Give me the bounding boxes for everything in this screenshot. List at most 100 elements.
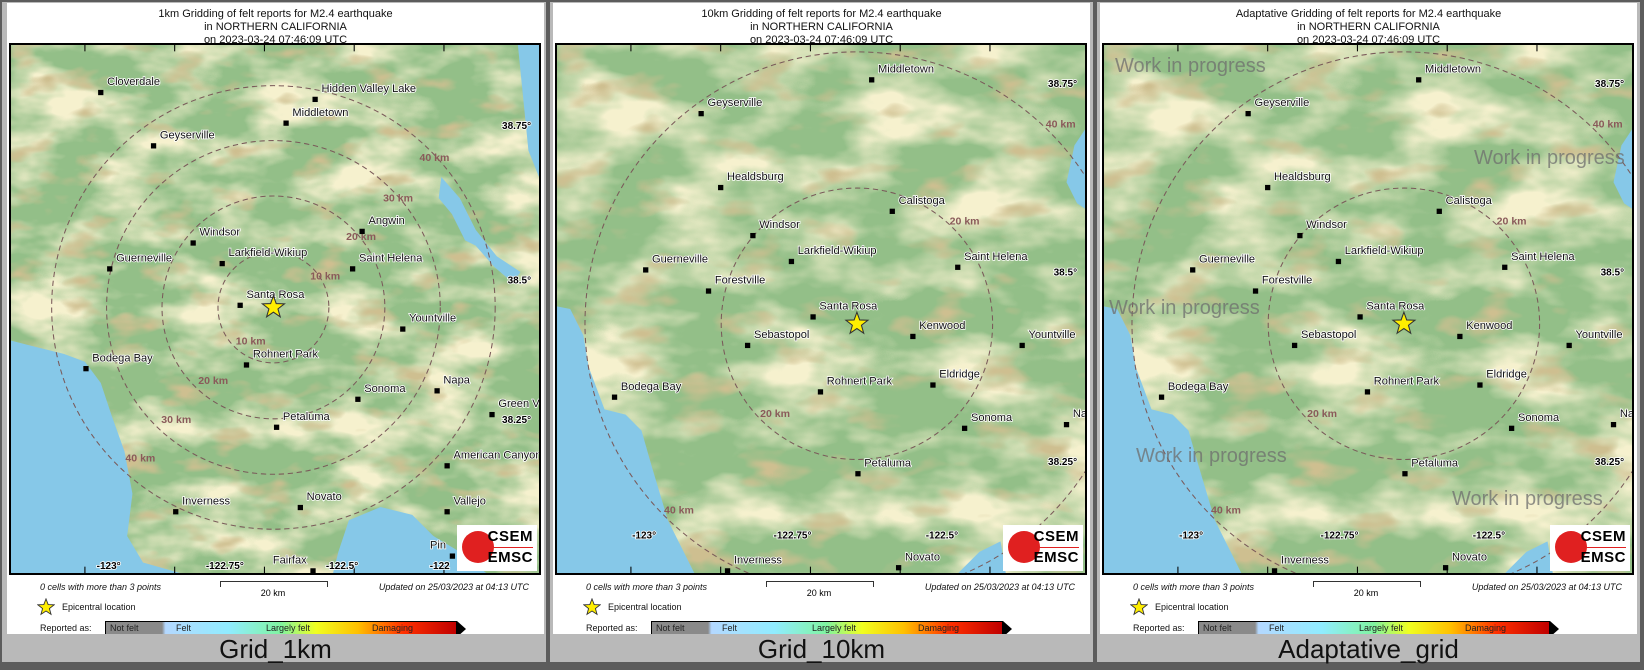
- logo-text-csem: CSEM: [1580, 528, 1626, 545]
- town-label: Bodega Bay: [1168, 381, 1229, 393]
- distance-circle: [1131, 51, 1632, 573]
- town-label: Healdsburg: [727, 171, 784, 183]
- epicenter-star-icon[interactable]: [260, 294, 286, 319]
- town-label: Santa Rosa: [246, 289, 305, 301]
- panel-caption: Grid_1km: [219, 634, 332, 664]
- distance-label: 20 km: [1307, 408, 1337, 420]
- town-label: Kenwood: [1466, 320, 1512, 332]
- town-dot: [1265, 184, 1271, 191]
- colorbar-arrow-icon: [1550, 621, 1559, 634]
- town-marker: Windsor: [190, 226, 241, 246]
- town-marker: Yountville: [1566, 328, 1623, 349]
- town-dot: [910, 333, 916, 340]
- town-dot: [1291, 342, 1298, 349]
- epicenter-star-icon[interactable]: [844, 310, 870, 335]
- water-body: [333, 507, 487, 573]
- colorbar-label: Felt: [1269, 623, 1285, 633]
- town-marker: Bodega Bay: [1158, 380, 1230, 400]
- epicenter-legend-star-icon: [1129, 597, 1149, 616]
- map-view[interactable]: 20 km 20 km 40 km 40 km Middletown Geyservill…: [1102, 43, 1634, 575]
- town-dot: [930, 382, 936, 388]
- distance-label: 40 km: [420, 152, 450, 164]
- cells-note: 0 cells with more than 3 points: [586, 582, 708, 592]
- colorbar-label: Largely felt: [812, 623, 857, 633]
- colorbar-arrow-icon: [1003, 621, 1012, 634]
- title-line: 10km Gridding of felt reports for M2.4 e…: [701, 8, 942, 20]
- town-marker: Geyserville: [698, 96, 763, 117]
- distance-label: 10 km: [310, 270, 340, 282]
- map-view[interactable]: 20 km 20 km 40 km 40 km Middletown Geyservill…: [555, 43, 1087, 575]
- town-marker: Middletown: [869, 63, 935, 83]
- town-label: Petaluma: [283, 411, 331, 423]
- longitude-label: -122.5°: [326, 561, 358, 572]
- town-marker: Santa Rosa: [1357, 300, 1426, 320]
- epicenter-legend-label: Epicentral location: [608, 602, 682, 612]
- logo-text-emsc: EMSC: [1580, 549, 1626, 566]
- town-dot: [349, 266, 356, 272]
- town-dot: [961, 425, 968, 431]
- town-marker: Santa Rosa: [810, 300, 879, 320]
- map-canvas[interactable]: 20 km 20 km 40 km 40 km Middletown Geyservill…: [557, 45, 1085, 573]
- title-line: in NORTHERN CALIFORNIA: [1297, 21, 1440, 33]
- town-label: Rohnert Park: [827, 376, 893, 388]
- town-label: Eldridge: [939, 369, 980, 381]
- town-label: Healdsburg: [1274, 171, 1331, 183]
- town-label: Larkfield-Wikiup: [229, 247, 308, 259]
- distance-label: 40 km: [664, 504, 694, 516]
- logo-text-csem: CSEM: [1033, 528, 1079, 545]
- town-marker: Petaluma: [855, 457, 913, 477]
- town-marker: Sebastopol: [1291, 328, 1357, 349]
- town-marker: Healdsburg: [1265, 170, 1331, 191]
- longitude-label: -122.75°: [206, 561, 244, 572]
- map-canvas[interactable]: 40 km 30 km 20 km 10 km 10 km 20 km 30 km 40 km…: [11, 45, 539, 573]
- town-marker: Calistoga: [889, 194, 946, 214]
- town-label: Yountville: [1029, 329, 1076, 341]
- scale-bar: [220, 581, 328, 587]
- town-dot: [643, 267, 649, 273]
- town-label: Napa: [443, 374, 470, 386]
- latitude-label: 38.75°: [1595, 79, 1624, 90]
- town-label: Pin: [430, 540, 446, 552]
- town-label: Windsor: [1306, 219, 1347, 231]
- town-label: Sebastopol: [754, 329, 809, 341]
- town-marker: Larkfield-Wikiup: [219, 246, 308, 267]
- latitude-label: 38.5°: [508, 276, 532, 287]
- town-label: Middletown: [1425, 63, 1481, 75]
- town-label: Bodega Bay: [92, 352, 153, 364]
- town-dot: [273, 424, 280, 430]
- scale-bar: [1313, 581, 1421, 587]
- epicenter-legend-label: Epicentral location: [1155, 602, 1229, 612]
- town-dot: [718, 184, 724, 191]
- town-label: Yountville: [409, 313, 456, 325]
- colorbar-label: Not felt: [110, 623, 139, 633]
- town-label: Kenwood: [919, 320, 965, 332]
- colorbar-arrow-icon: [457, 621, 466, 634]
- town-dot: [355, 396, 361, 402]
- colorbar-label: Damaging: [1465, 623, 1507, 633]
- map-view[interactable]: 40 km 30 km 20 km 10 km 10 km 20 km 30 km 40 km…: [9, 43, 541, 575]
- latitude-label: 38.25°: [1595, 457, 1624, 468]
- map-canvas[interactable]: 20 km 20 km 40 km 40 km Middletown Geyservill…: [1104, 45, 1632, 573]
- intensity-colorbar: Not felt Felt Largely felt Damaging: [651, 621, 1012, 634]
- town-marker: Sonoma: [355, 382, 407, 402]
- town-label: Eldridge: [1486, 369, 1527, 381]
- town-marker: Hidden Valley Lake: [312, 82, 417, 103]
- town-label: Santa Rosa: [819, 301, 878, 313]
- longitude-label: -122: [430, 561, 450, 572]
- distance-label: 20 km: [760, 408, 790, 420]
- town-marker: Middletown: [1416, 63, 1482, 83]
- water-body: [1066, 129, 1085, 209]
- town-label: Guerneville: [116, 252, 172, 264]
- town-dot: [243, 362, 250, 368]
- logo-seismo-line: [1037, 547, 1079, 548]
- distance-label: 40 km: [1593, 118, 1623, 130]
- town-marker: Novato: [297, 490, 343, 511]
- epicenter-star-icon[interactable]: [1391, 310, 1417, 335]
- latitude-label: 38.75°: [1048, 79, 1077, 90]
- town-marker: Sebastopol: [744, 328, 810, 349]
- town-marker: Na: [1063, 407, 1085, 428]
- town-marker: Saint Helena: [1502, 250, 1576, 270]
- logo-seismo-line: [1584, 547, 1626, 548]
- town-marker: Angwin: [359, 214, 406, 235]
- town-label: Vallejo: [453, 495, 485, 507]
